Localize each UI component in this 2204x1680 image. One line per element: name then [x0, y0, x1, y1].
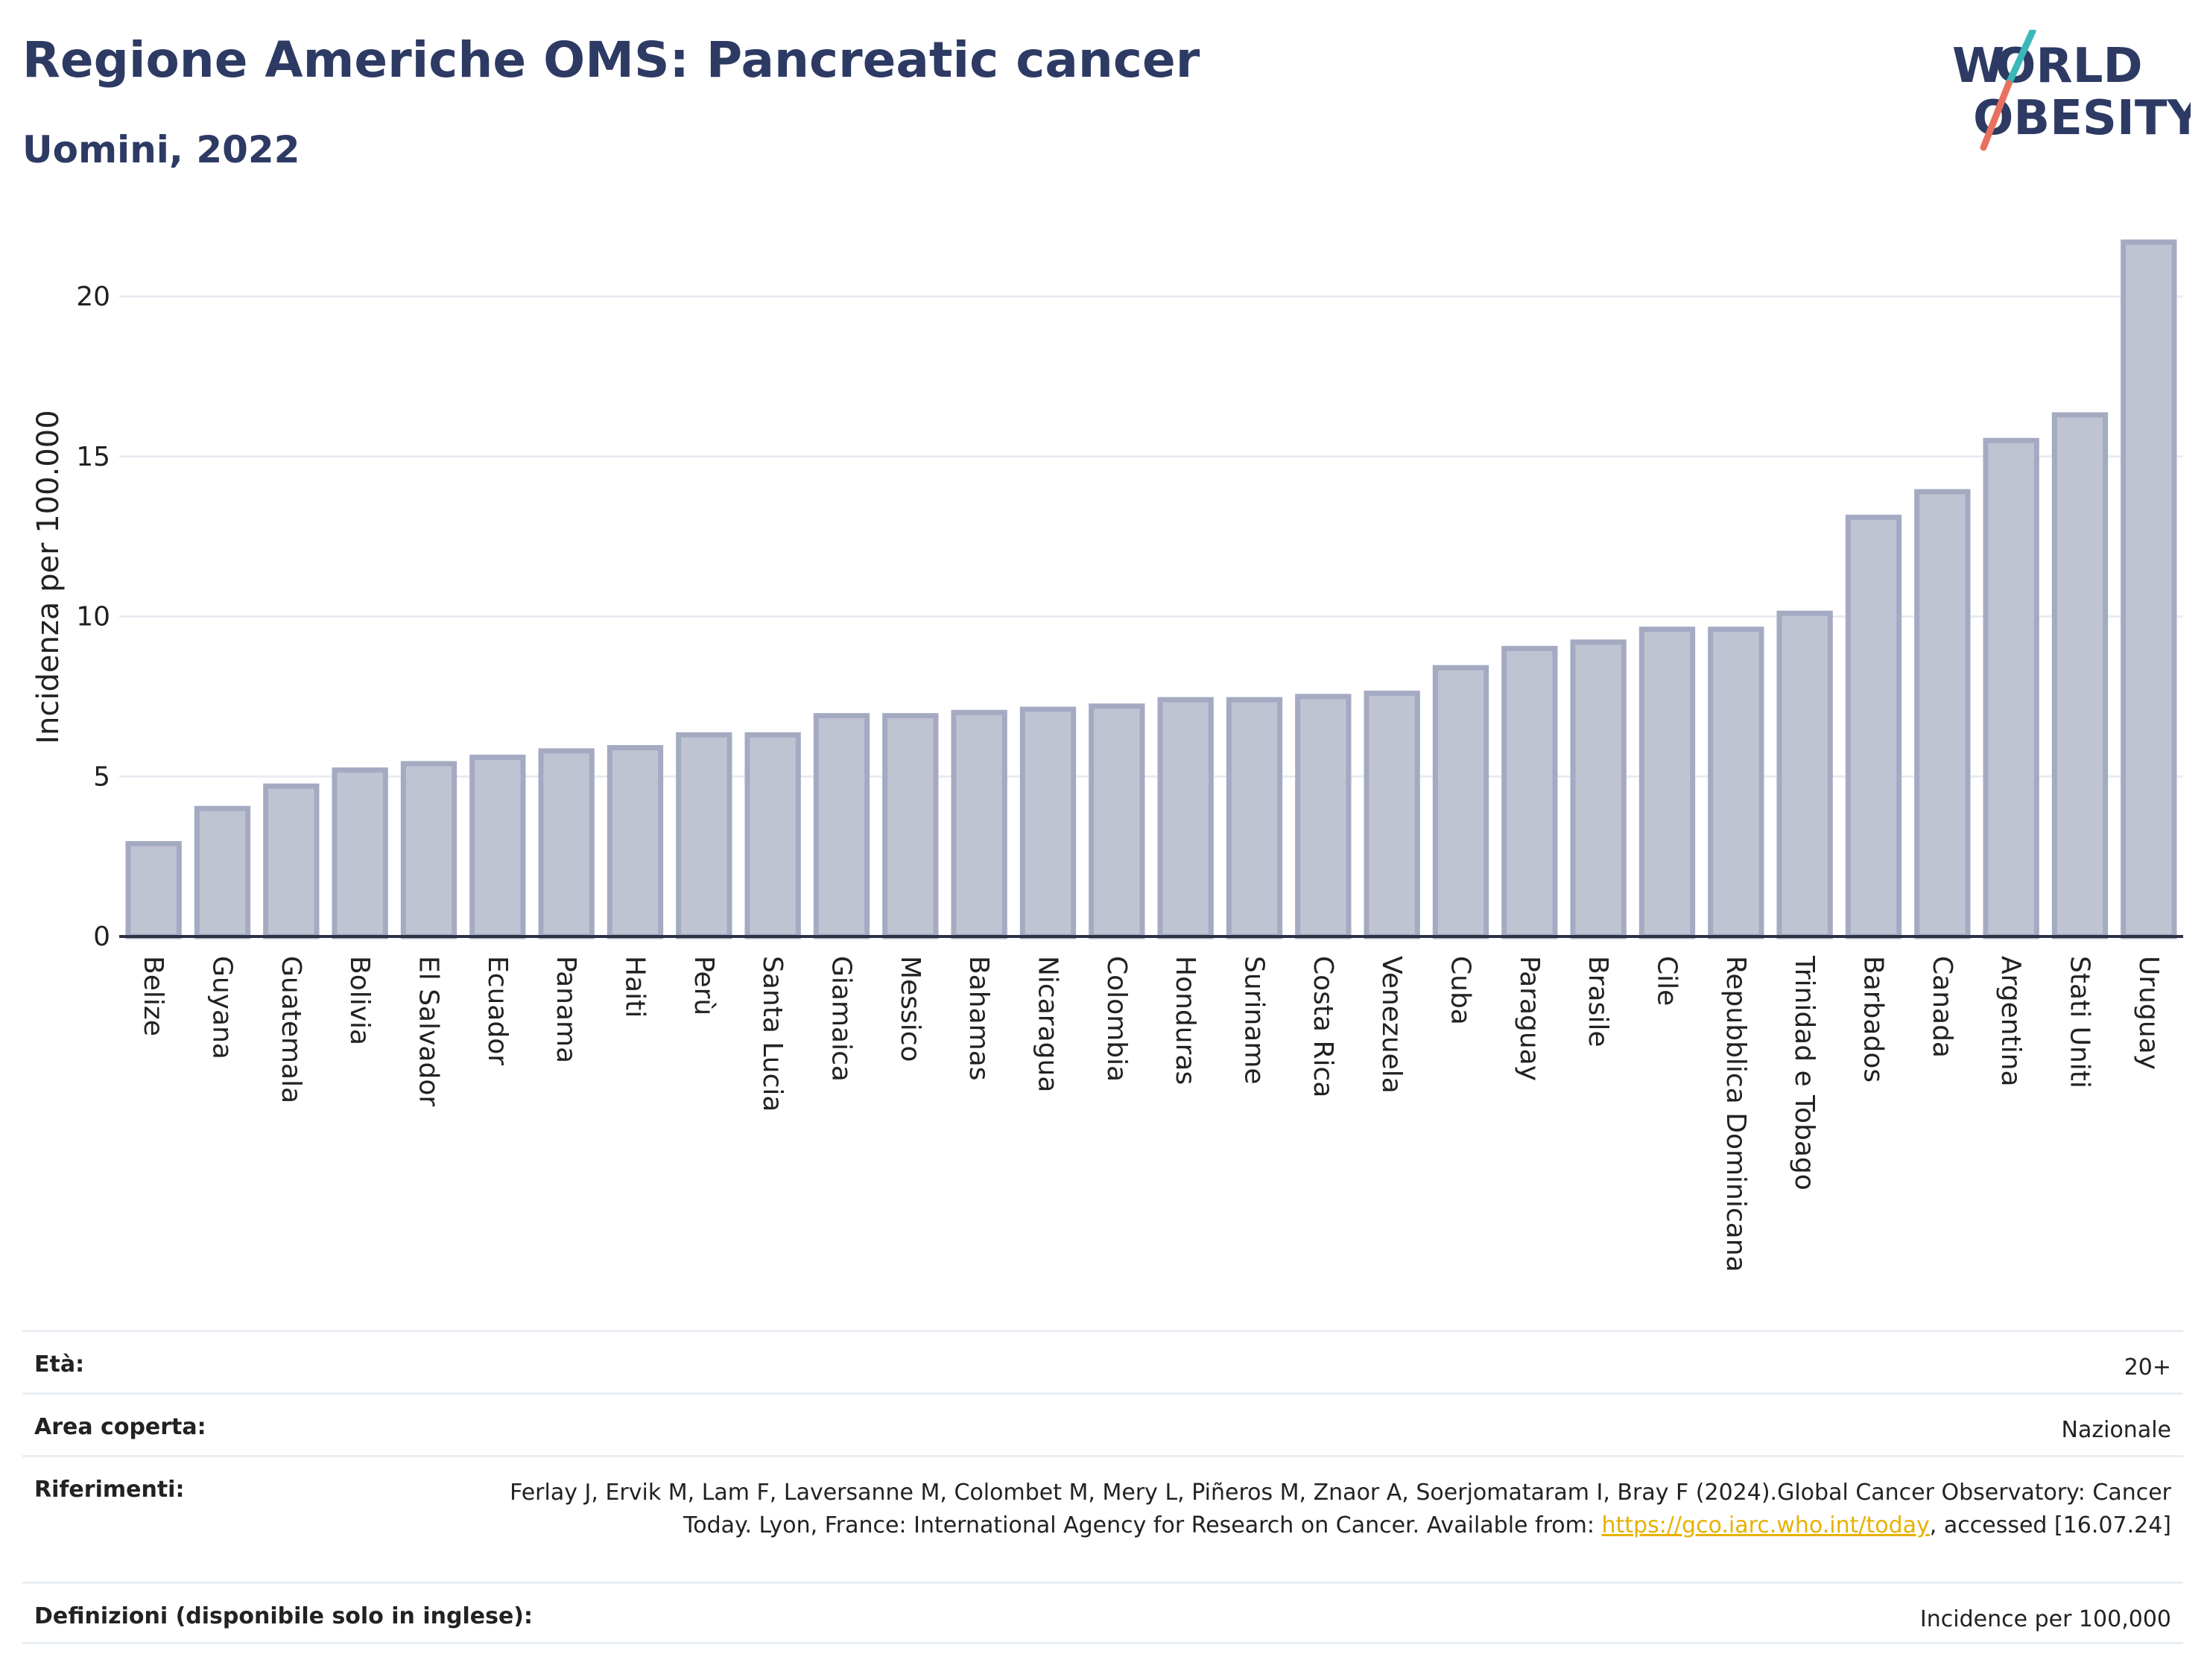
references-label: Riferimenti: [34, 1477, 185, 1503]
area-row: Area coperta: Nazionale [22, 1392, 2183, 1455]
x-tick-label: Messico [895, 956, 925, 1062]
x-tick-label: Trinidad e Tobago [1789, 955, 1820, 1191]
x-tick-label: Uruguay [2133, 956, 2164, 1070]
x-tick-label: Suriname [1239, 956, 1270, 1085]
y-axis-title: Incidenza per 100.000 [31, 410, 66, 744]
grid-lines [119, 295, 2183, 778]
bar [400, 761, 457, 939]
references-text: Ferlay J, Ervik M, Lam F, Laversanne M, … [510, 1480, 2171, 1538]
bar [194, 805, 251, 939]
bar [1295, 694, 1352, 939]
bars [125, 239, 2177, 939]
y-tick-labels: 0 5 10 15 20 [76, 282, 110, 952]
x-tick-label: Panama [551, 956, 581, 1063]
svg-text:OBESITY: OBESITY [1973, 91, 2191, 146]
x-tick-label: Guatemala [276, 956, 306, 1103]
references-value: Ferlay J, Ervik M, Lam F, Laversanne M, … [457, 1477, 2171, 1542]
bar [1638, 627, 1696, 939]
bar [125, 840, 182, 939]
y-tick-label: 20 [76, 282, 110, 312]
world-obesity-logo: W ORLD OBESITY [1952, 30, 2191, 151]
bar [1845, 514, 1902, 939]
bar [2051, 412, 2109, 939]
info-table: Età: 20+ Area coperta: Nazionale Riferim… [22, 1330, 2183, 1644]
bar [882, 713, 939, 939]
references-link[interactable]: https://gco.iarc.who.int/today [1601, 1512, 1930, 1538]
x-tick-label: Perù [688, 956, 719, 1015]
bar [1776, 610, 1833, 939]
page-subtitle: Uomini, 2022 [22, 128, 300, 171]
area-value: Nazionale [2061, 1417, 2171, 1443]
bar [2121, 239, 2177, 939]
bar [332, 767, 388, 939]
bar [1226, 697, 1283, 939]
x-tick-label: Guyana [207, 956, 238, 1059]
bar [1501, 645, 1558, 939]
x-tick-label: Bahamas [963, 956, 994, 1081]
bar [538, 748, 595, 939]
age-row: Età: 20+ [22, 1330, 2183, 1392]
x-tick-label: Brasile [1583, 956, 1613, 1047]
bar [813, 713, 870, 939]
x-tick-label: Stati Uniti [2065, 956, 2095, 1088]
bar [1089, 703, 1145, 939]
bar [1983, 437, 2039, 939]
svg-text:W: W [1952, 39, 2005, 94]
bar [1019, 706, 1077, 939]
bar [607, 745, 664, 939]
x-tick-label: Argentina [1995, 956, 2026, 1087]
x-tick-label: Canada [1927, 956, 1957, 1058]
x-tick-label: Cile [1652, 956, 1682, 1006]
bar [1708, 627, 1764, 939]
bar [951, 709, 1007, 939]
x-tick-label: Santa Lucia [757, 956, 788, 1112]
bar [744, 732, 801, 939]
page-title: Regione Americhe OMS: Pancreatic cancer [22, 31, 1200, 89]
y-tick-label: 0 [93, 922, 110, 952]
bar [263, 783, 320, 939]
x-tick-label: Repubblica Dominicana [1720, 956, 1751, 1272]
y-tick-label: 15 [76, 442, 110, 472]
bar [676, 732, 732, 939]
x-tick-label: Honduras [1170, 956, 1200, 1085]
bar [1432, 665, 1489, 939]
definitions-label: Definizioni (disponibile solo in inglese… [34, 1603, 533, 1629]
references-accessed: , accessed [16.07.24] [1929, 1512, 2171, 1538]
x-tick-label: El Salvador [414, 956, 444, 1106]
bar [1914, 489, 1971, 939]
bar [469, 754, 526, 939]
x-tick-label: Colombia [1101, 956, 1132, 1082]
definitions-row: Definizioni (disponibile solo in inglese… [22, 1582, 2183, 1644]
x-tick-label: Costa Rica [1308, 956, 1338, 1097]
bar [1157, 697, 1214, 939]
x-tick-label: Barbados [1858, 956, 1889, 1083]
definitions-value: Incidence per 100,000 [1919, 1606, 2171, 1632]
references-row: Riferimenti: Ferlay J, Ervik M, Lam F, L… [22, 1455, 2183, 1582]
x-tick-label: Nicaragua [1033, 956, 1063, 1092]
y-tick-label: 10 [76, 602, 110, 633]
x-tick-label: Bolivia [344, 956, 375, 1045]
age-label: Età: [34, 1351, 85, 1378]
area-label: Area coperta: [34, 1414, 206, 1440]
x-tick-label: Belize [138, 956, 168, 1036]
y-tick-label: 5 [93, 761, 110, 792]
bar [1570, 639, 1627, 939]
x-tick-labels: Belize Guyana Guatemala Bolivia El Salvador E… [138, 955, 2164, 1272]
bar-chart: 0 5 10 15 20 Belize Guyana Guatemala Bolivia El … [31, 239, 2183, 1272]
x-tick-label: Paraguay [1514, 956, 1545, 1081]
x-tick-label: Ecuador [482, 956, 513, 1065]
x-tick-label: Giamaica [826, 956, 857, 1082]
x-tick-label: Venezuela [1376, 956, 1407, 1094]
x-tick-label: Cuba [1445, 956, 1476, 1025]
x-tick-label: Haiti [620, 956, 650, 1018]
bar [1364, 691, 1420, 939]
age-value: 20+ [2124, 1354, 2171, 1381]
